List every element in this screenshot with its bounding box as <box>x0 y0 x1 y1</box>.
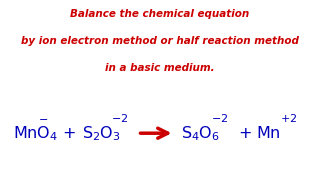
Text: by ion electron method or half reaction method: by ion electron method or half reaction … <box>21 36 299 46</box>
Text: $\mathregular{MnO_4}$: $\mathregular{MnO_4}$ <box>13 124 58 143</box>
Text: $\mathregular{S_2O_3}$: $\mathregular{S_2O_3}$ <box>82 124 120 143</box>
Text: in a basic medium.: in a basic medium. <box>105 63 215 73</box>
Text: $\mathregular{Mn}$: $\mathregular{Mn}$ <box>256 125 281 141</box>
Text: $\mathregular{+}$: $\mathregular{+}$ <box>238 126 252 141</box>
Text: Balance the chemical equation: Balance the chemical equation <box>70 9 250 19</box>
Text: $\mathregular{S_4O_6}$: $\mathregular{S_4O_6}$ <box>181 124 220 143</box>
Text: $\mathregular{-2}$: $\mathregular{-2}$ <box>211 112 228 124</box>
Text: $\mathregular{-}$: $\mathregular{-}$ <box>38 113 48 123</box>
Text: $\mathregular{-2}$: $\mathregular{-2}$ <box>111 112 129 124</box>
Text: $\mathregular{+}$: $\mathregular{+}$ <box>62 126 76 141</box>
Text: $\mathregular{+2}$: $\mathregular{+2}$ <box>280 112 297 124</box>
